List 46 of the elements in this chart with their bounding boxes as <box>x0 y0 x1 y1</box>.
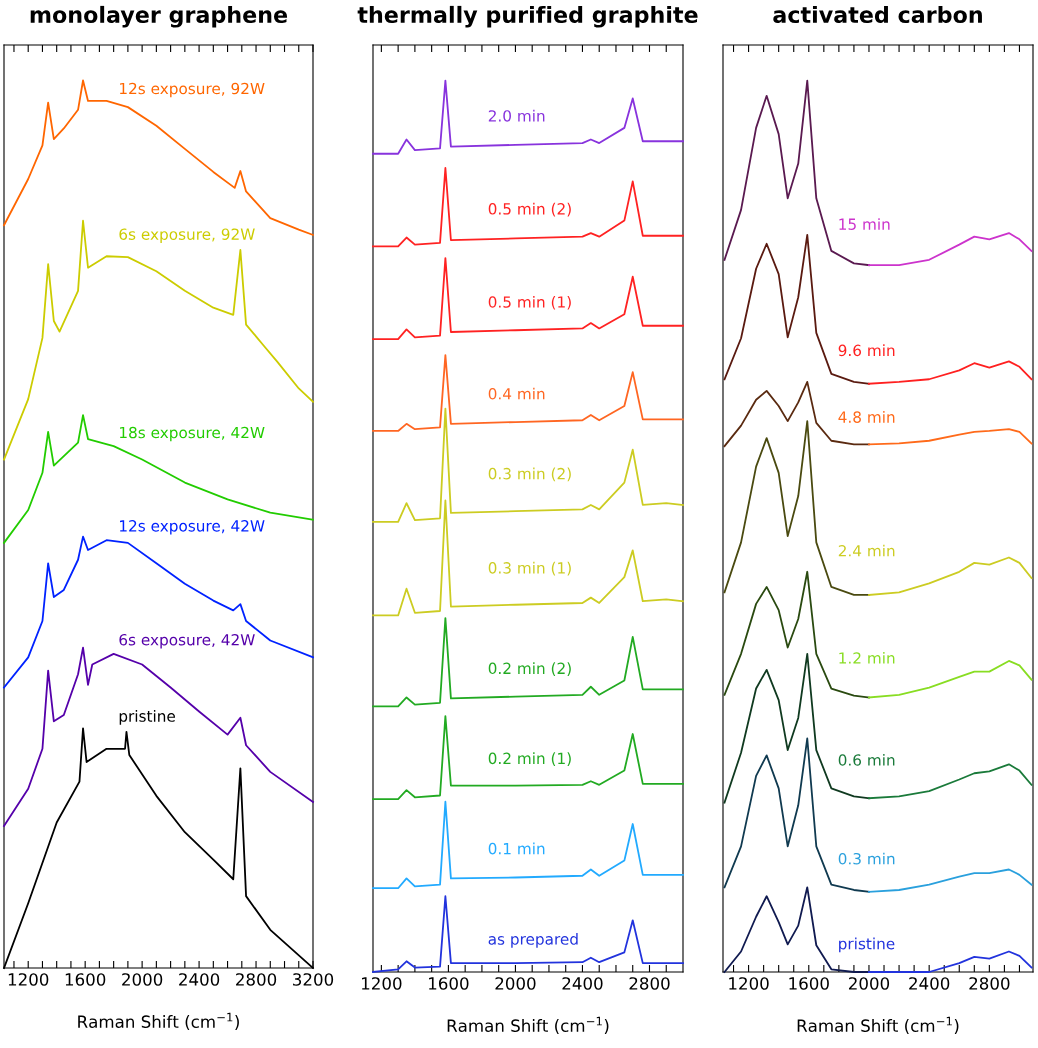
series-label: 0.1 min <box>488 842 545 855</box>
x-tick-label: 3200 <box>293 973 334 986</box>
series-label: 6s exposure, 92W <box>119 228 255 243</box>
x-tick-label: 2000 <box>122 973 163 986</box>
x-axis-title: Raman Shift (cm$^{−1}$) <box>78 1012 239 1030</box>
series-label: 2.0 min <box>488 109 545 122</box>
series-label: 0.4 min <box>488 387 545 400</box>
series-label: 0.5 min (2) <box>488 202 571 217</box>
x-tick-label: 2800 <box>969 977 1010 990</box>
text: 0.6 min <box>838 753 895 766</box>
series-label: 0.5 min (1) <box>488 295 571 310</box>
x-tick-label: 1200 <box>362 977 402 990</box>
x-tick-label: 2800 <box>236 973 277 986</box>
chart-title: thermally purified graphite <box>357 5 698 28</box>
series-label: 12s exposure, 42W <box>120 520 265 535</box>
series-label: 0.2 min (2) <box>488 662 571 676</box>
text: 15 min <box>839 218 890 230</box>
series-label: as prepared <box>488 932 578 948</box>
x-tick-label: 2400 <box>179 973 220 986</box>
x-tick-label: 2400 <box>909 977 950 990</box>
x-tick-label: 2000 <box>495 977 536 990</box>
series-label: pristine <box>119 710 176 725</box>
x-tick-label: 2800 <box>629 977 670 990</box>
chart-title: activated carbon <box>773 5 982 24</box>
chart-title: monolayer graphene <box>30 5 288 28</box>
series-label: 0.3 min (1) <box>488 561 571 576</box>
text: 1.2 min <box>839 651 895 664</box>
series-label: 0.2 min (1) <box>488 752 571 766</box>
series-label: 4.8 min <box>838 411 895 423</box>
x-tick-label: 2000 <box>848 977 890 990</box>
series-label: 0.3 min <box>838 852 895 865</box>
x-tick-label: 1600 <box>429 977 469 990</box>
series-label: 12s exposure, 92W <box>120 82 265 98</box>
x-tick-label: 1200 <box>729 977 769 990</box>
x-tick-label: 2400 <box>562 977 603 990</box>
text: 2.4 min <box>838 544 895 557</box>
series-label: pristine <box>839 937 895 953</box>
x-tick-label: 1600 <box>65 973 106 986</box>
series-label: 6s exposure, 42W <box>119 633 255 649</box>
x-tick-label: 1600 <box>789 977 829 990</box>
series-label: 9.6 min <box>838 344 895 357</box>
x-axis-title: Raman Shift (cm$^{−1}$) <box>447 1016 609 1034</box>
x-axis-title: Raman Shift (cm$^{−1}$) <box>797 1016 959 1034</box>
x-tick-label: 1200 <box>8 973 49 986</box>
series-label: 18s exposure, 42W <box>120 426 265 442</box>
series-label: 0.3 min (2) <box>488 467 571 482</box>
